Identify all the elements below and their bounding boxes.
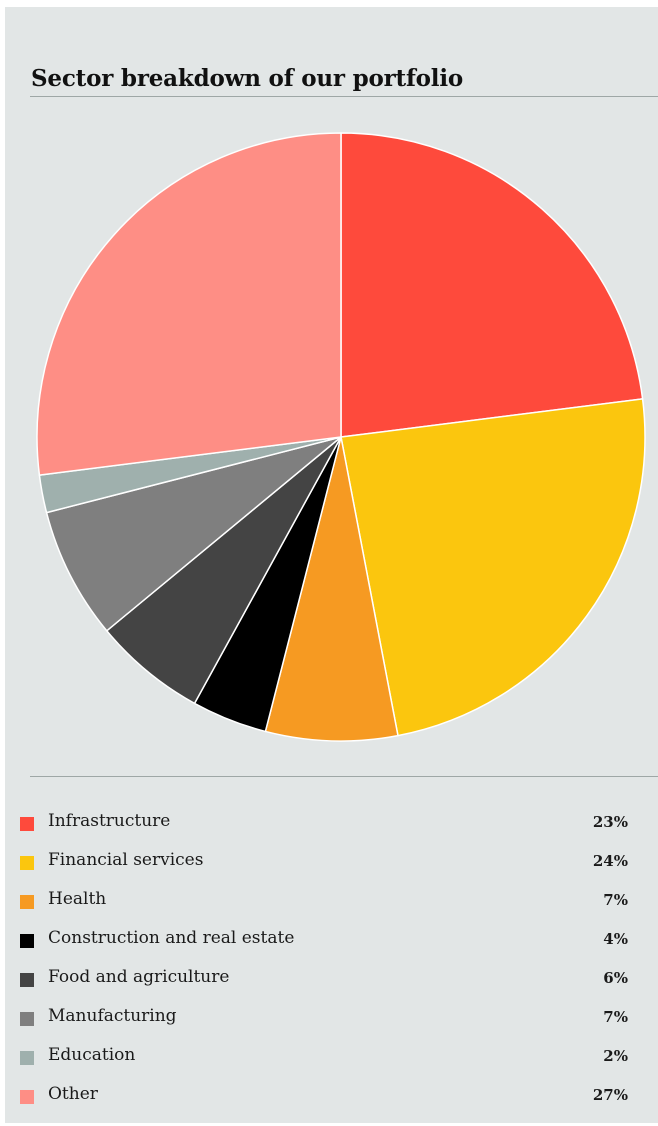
pie-slice-infrastructure — [340, 132, 644, 438]
legend-label: Education — [48, 1045, 136, 1065]
legend-item-other: Other 27% — [5, 1080, 658, 1119]
legend-swatch — [20, 973, 34, 987]
legend-label: Health — [48, 889, 107, 909]
legend-item-financial-services: Financial services 24% — [5, 846, 658, 885]
pie-slice-health — [264, 436, 399, 742]
chart-card: Sector breakdown of our portfolio Infras… — [5, 7, 658, 1123]
legend-label: Manufacturing — [48, 1006, 177, 1026]
legend-swatch — [20, 1051, 34, 1065]
legend-divider — [30, 776, 658, 777]
legend-label: Food and agriculture — [48, 967, 230, 987]
legend-value: 7% — [603, 891, 628, 909]
legend-item-construction-and-real-estate: Construction and real estate 4% — [5, 924, 658, 963]
legend-item-manufacturing: Manufacturing 7% — [5, 1002, 658, 1041]
legend-value: 23% — [592, 813, 628, 831]
legend-label: Other — [48, 1084, 98, 1104]
legend-swatch — [20, 1012, 34, 1026]
legend-swatch — [20, 895, 34, 909]
legend-swatch — [20, 817, 34, 831]
legend-value: 4% — [603, 930, 628, 948]
legend-value: 24% — [592, 852, 628, 870]
chart-title: Sector breakdown of our portfolio — [31, 65, 464, 92]
pie-slice-manufacturing — [45, 436, 342, 632]
legend-value: 2% — [603, 1047, 628, 1065]
legend-item-education: Education 2% — [5, 1041, 658, 1080]
pie-slice-other — [36, 132, 342, 476]
legend-item-health: Health 7% — [5, 885, 658, 924]
legend-value: 7% — [603, 1008, 628, 1026]
legend-item-food-and-agriculture: Food and agriculture 6% — [5, 963, 658, 1002]
legend-swatch — [20, 934, 34, 948]
title-divider — [30, 96, 658, 97]
legend-swatch — [20, 1090, 34, 1104]
legend-value: 27% — [592, 1086, 628, 1104]
legend-value: 6% — [603, 969, 628, 987]
pie-slice-financial-services — [340, 398, 646, 737]
legend-label: Construction and real estate — [48, 928, 295, 948]
legend-label: Infrastructure — [48, 811, 171, 831]
legend-item-infrastructure: Infrastructure 23% — [5, 807, 658, 846]
legend: Infrastructure 23% Financial services 24% He… — [5, 807, 658, 1119]
pie-chart — [36, 132, 646, 742]
legend-label: Financial services — [48, 850, 204, 870]
legend-swatch — [20, 856, 34, 870]
